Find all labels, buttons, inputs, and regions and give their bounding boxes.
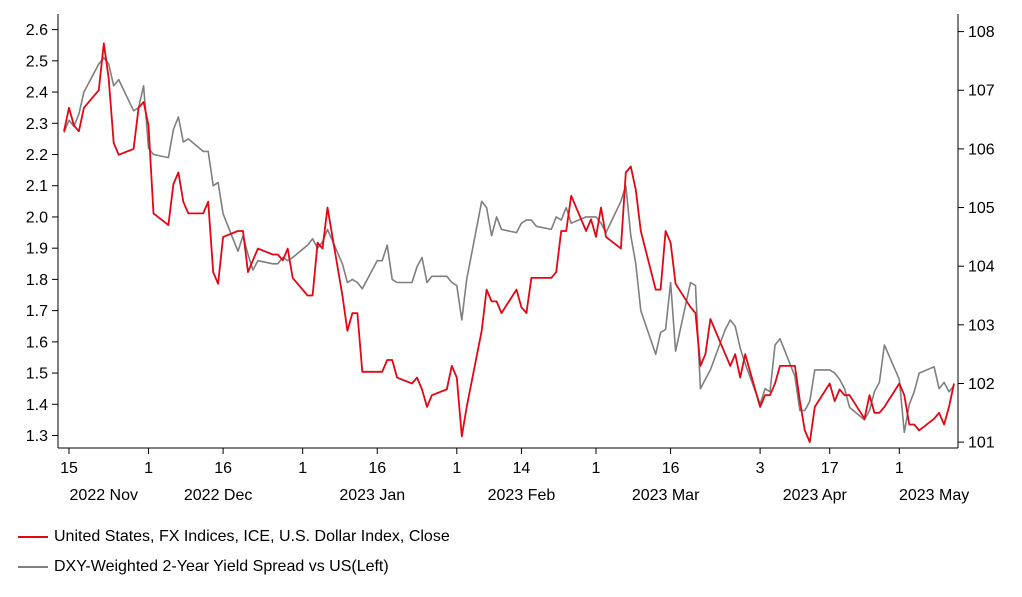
y-left-tick-label: 1.6 xyxy=(26,334,48,351)
y-right-tick-label: 105 xyxy=(968,200,995,217)
x-tick-label: 17 xyxy=(821,460,839,477)
legend-swatch-red xyxy=(18,536,48,538)
y-left-tick-label: 1.4 xyxy=(26,397,48,414)
series-layer xyxy=(63,42,955,443)
y-right-tick-label: 102 xyxy=(968,376,995,393)
y-left-tick-label: 2.0 xyxy=(26,209,48,226)
x-tick-label: 1 xyxy=(592,460,601,477)
y-left-tick-label: 1.5 xyxy=(26,366,48,383)
x-month-label: 2023 Apr xyxy=(783,487,848,504)
y-left-tick-label: 2.3 xyxy=(26,116,48,133)
x-month-label: 2023 Feb xyxy=(488,487,556,504)
y-right-tick-label: 103 xyxy=(968,317,995,334)
tick-labels: 2.6 2.5 2.4 2.3 2.2 2.1 2.0 1.9 1.8 1.7 1.6 1.5 1.4 1… xyxy=(26,22,995,504)
y-left-tick-label: 2.6 xyxy=(26,22,48,39)
x-tick-label: 1 xyxy=(298,460,307,477)
y-left-tick-label: 1.7 xyxy=(26,303,48,320)
y-right-tick-label: 101 xyxy=(968,435,995,452)
y-right-tick-label: 106 xyxy=(968,141,995,158)
x-tick-label: 16 xyxy=(214,460,232,477)
y-left-tick-label: 2.1 xyxy=(26,178,48,195)
y-left-tick-label: 2.5 xyxy=(26,53,48,70)
y-right-tick-label: 107 xyxy=(968,83,995,100)
y-right-tick-label: 108 xyxy=(968,24,995,41)
legend-label: DXY-Weighted 2-Year Yield Spread vs US(L… xyxy=(54,558,389,575)
x-month-label: 2022 Nov xyxy=(70,487,139,504)
axes xyxy=(52,14,964,454)
y-left-tick-label: 2.4 xyxy=(26,85,48,102)
x-month-label: 2023 Jan xyxy=(339,487,405,504)
x-month-label: 2023 Mar xyxy=(632,487,700,504)
x-month-label: 2022 Dec xyxy=(184,487,253,504)
line-chart: 2.6 2.5 2.4 2.3 2.2 2.1 2.0 1.9 1.8 1.7 1.6 1.5 1.4 1… xyxy=(26,14,995,504)
legend: United States, FX Indices, ICE, U.S. Dol… xyxy=(18,522,450,582)
x-tick-label: 16 xyxy=(662,460,680,477)
series-line-yield-spread xyxy=(63,56,955,434)
y-left-tick-label: 1.3 xyxy=(26,428,48,445)
x-tick-label: 1 xyxy=(144,460,153,477)
legend-label: United States, FX Indices, ICE, U.S. Dol… xyxy=(54,528,450,545)
series-line-usd-index xyxy=(63,42,955,443)
legend-swatch-grey xyxy=(18,566,48,568)
legend-item-usd-index: United States, FX Indices, ICE, U.S. Dol… xyxy=(18,522,450,552)
x-month-label: 2023 May xyxy=(899,487,969,504)
y-left-tick-label: 1.8 xyxy=(26,272,48,289)
y-left-tick-label: 2.2 xyxy=(26,147,48,164)
x-tick-label: 16 xyxy=(368,460,386,477)
legend-item-yield-spread: DXY-Weighted 2-Year Yield Spread vs US(L… xyxy=(18,552,450,582)
x-tick-label: 1 xyxy=(452,460,461,477)
x-tick-label: 15 xyxy=(60,460,78,477)
x-tick-label: 1 xyxy=(895,460,904,477)
y-left-tick-label: 1.9 xyxy=(26,241,48,258)
x-tick-label: 3 xyxy=(756,460,765,477)
x-tick-label: 14 xyxy=(513,460,531,477)
y-right-tick-label: 104 xyxy=(968,259,995,276)
